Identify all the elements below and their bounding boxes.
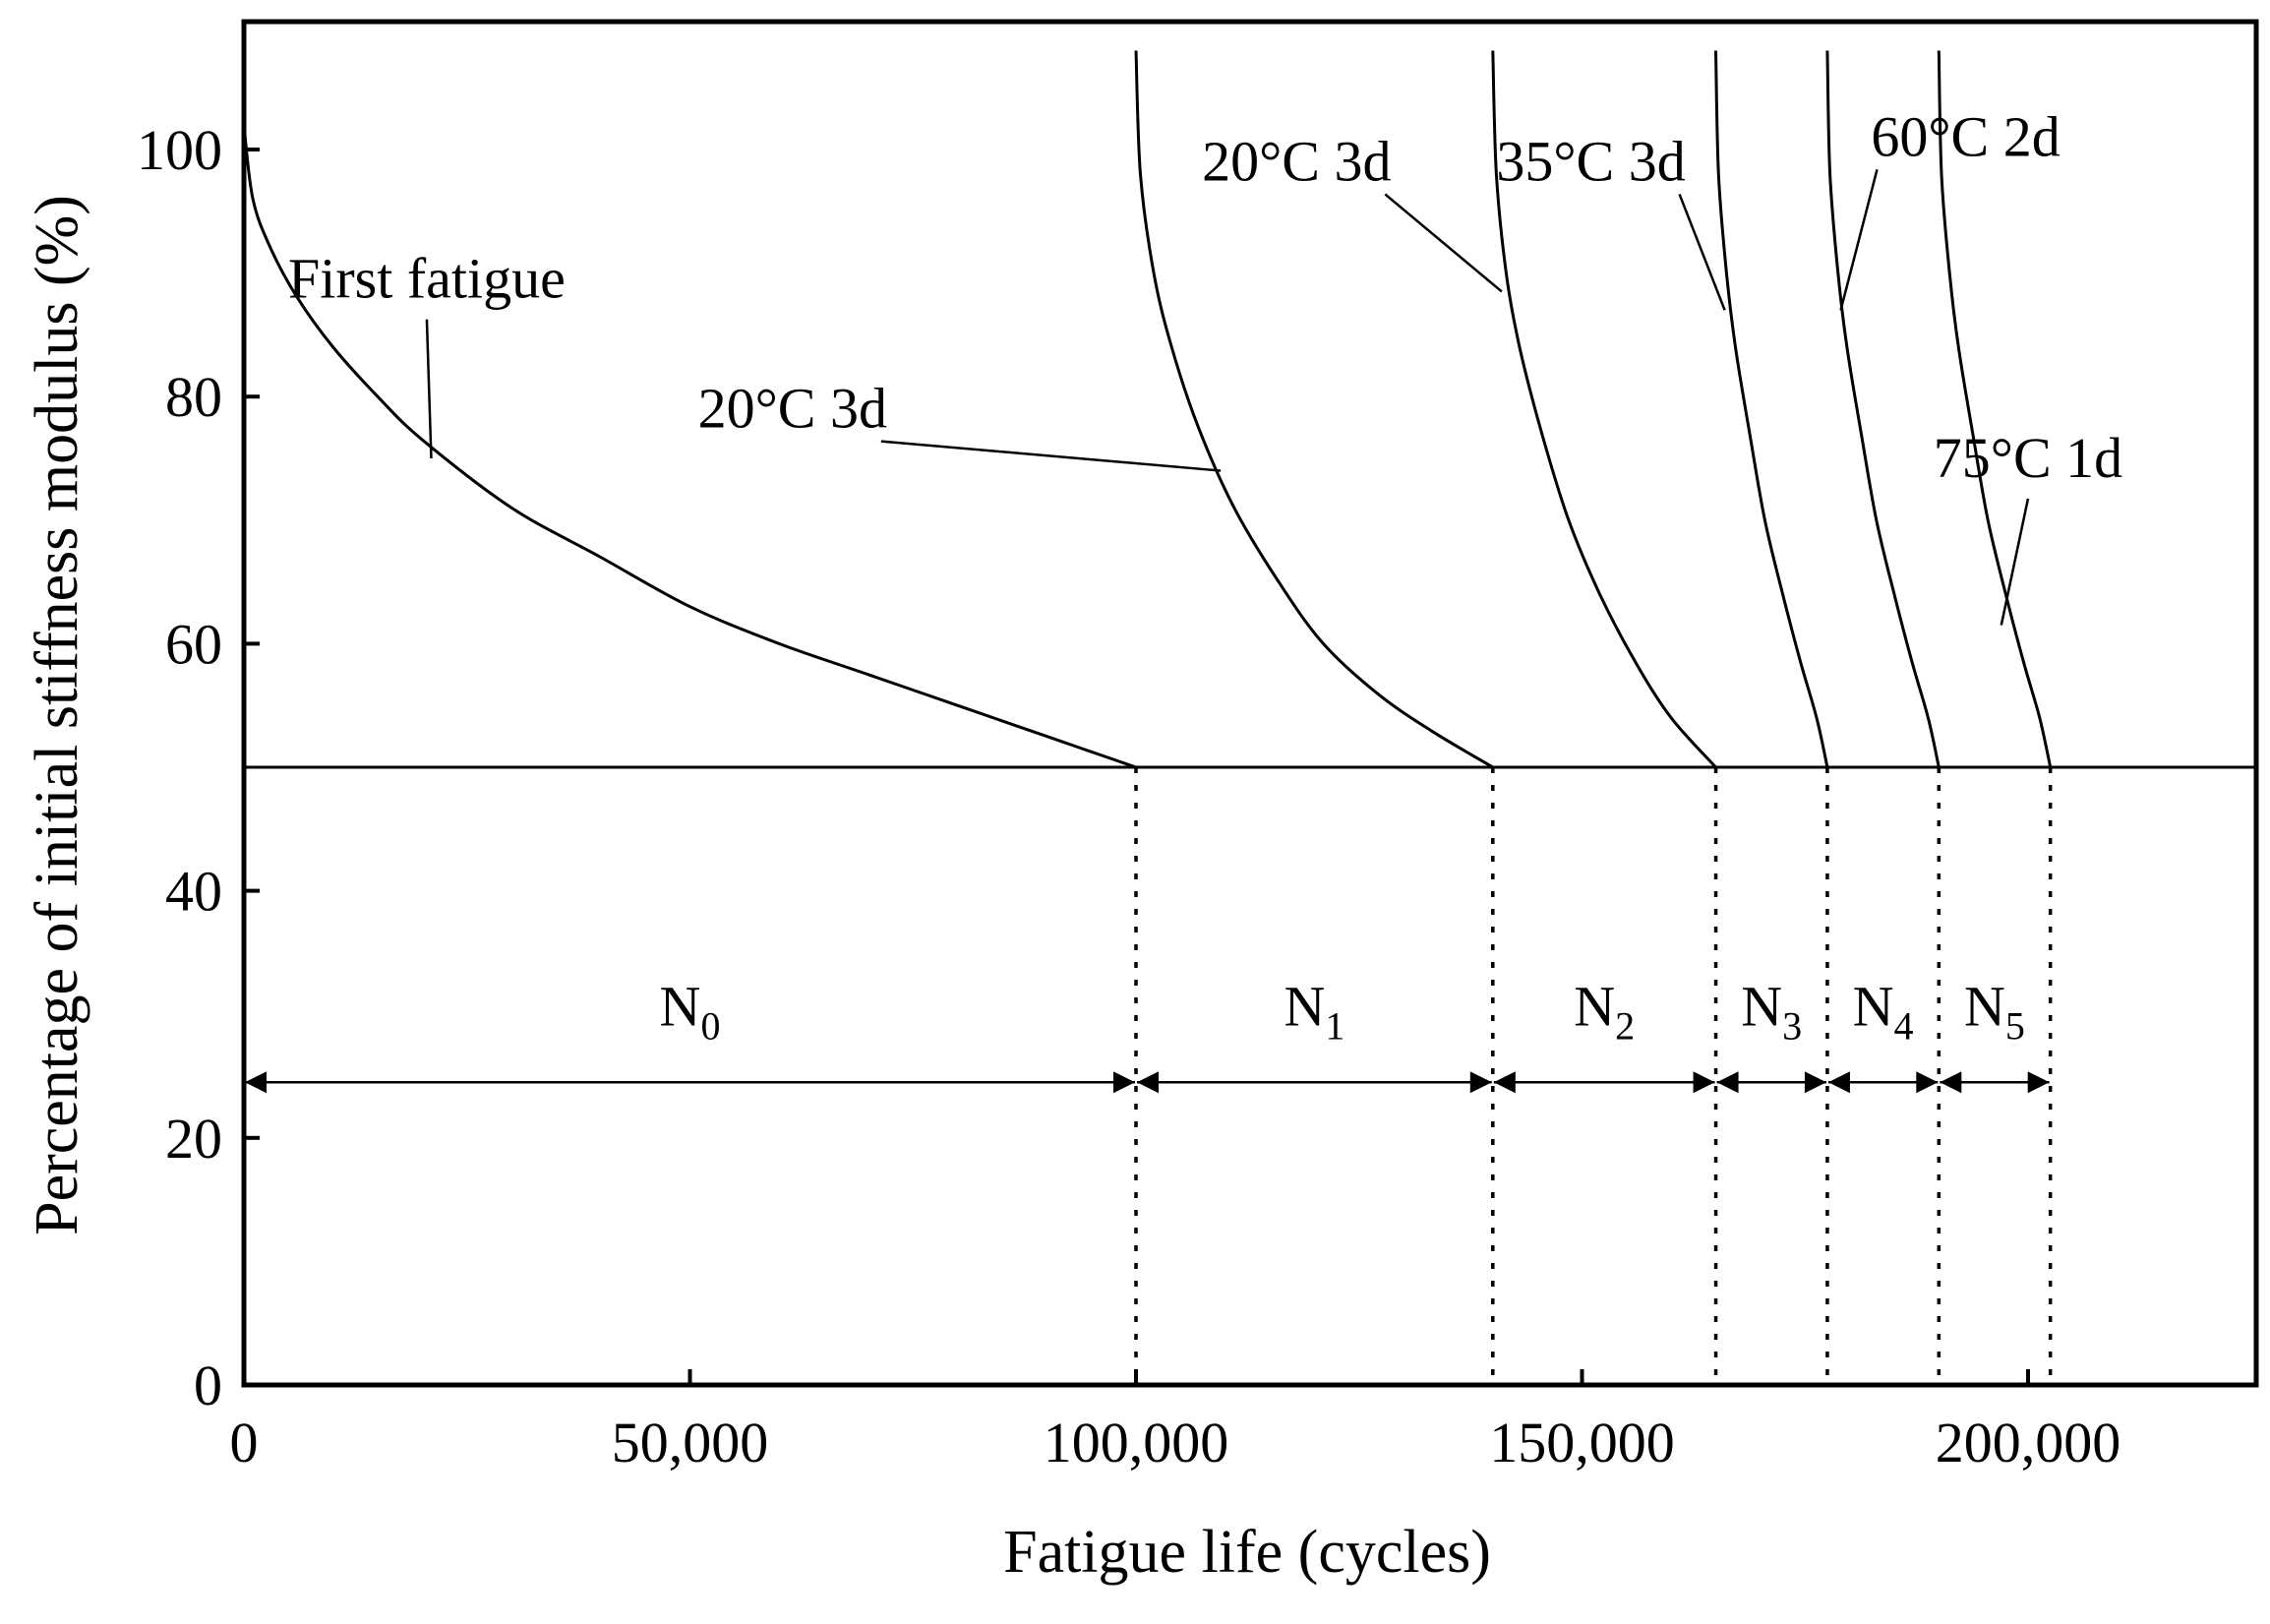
x-tick-label: 50,000	[612, 1411, 769, 1474]
series-line-0	[242, 124, 1137, 769]
interval-label-3: N3	[1741, 974, 1802, 1048]
series-line-1	[1134, 50, 1494, 769]
annotation-leader-2	[1384, 193, 1503, 293]
y-tick-label: 60	[165, 612, 222, 676]
annotation-label-1: 20°C 3d	[698, 377, 887, 441]
series-line-2	[1491, 50, 1717, 768]
annotation-label-3: 35°C 3d	[1496, 129, 1685, 193]
annotation-leader-5	[2000, 498, 2030, 626]
y-tick-label: 0	[194, 1353, 222, 1417]
annotation-leader-4	[1839, 168, 1879, 311]
axes: 0 20 40 60 80 100 0 50,000 100,000 150,000 200,000	[137, 19, 2259, 1474]
annotation-label-5: 75°C 1d	[1934, 426, 2122, 490]
y-axis-title: Percentage of initial stiffness modulus …	[24, 195, 90, 1235]
x-tick-label: 0	[230, 1411, 259, 1474]
annotation-leader-0	[425, 319, 433, 459]
series-line-4	[1825, 50, 1941, 768]
series-line-3	[1714, 50, 1829, 768]
interval-label-4: N4	[1853, 974, 1914, 1048]
x-tick-label: 200,000	[1936, 1411, 2121, 1474]
annotation-label-2: 20°C 3d	[1202, 129, 1391, 193]
x-tick-label: 100,000	[1044, 1411, 1229, 1474]
x-axis-title: Fatigue life (cycles)	[1003, 1519, 1491, 1586]
y-tick-label: 20	[165, 1107, 222, 1171]
interval-label-0: N0	[660, 974, 721, 1048]
y-tick-label: 40	[165, 860, 222, 924]
series-line-5	[1937, 50, 2053, 768]
annotation-label-0: First fatigue	[288, 247, 566, 311]
interval-label-1: N1	[1284, 974, 1344, 1048]
annotation-leader-3	[1678, 193, 1726, 311]
y-tick-label: 80	[165, 365, 222, 429]
y-tick-label: 100	[137, 118, 222, 182]
annotation-leader-1	[880, 440, 1222, 472]
plot-frame	[241, 19, 2259, 1388]
annotation-label-4: 60°C 2d	[1871, 104, 2060, 168]
interval-label-5: N5	[1964, 974, 2025, 1048]
plot-area: First fatigue 20°C 3d 20°C 3d 35°C 3d 60°C 2…	[242, 50, 2256, 1385]
interval-label-2: N2	[1574, 974, 1635, 1048]
x-tick-label: 150,000	[1489, 1411, 1675, 1474]
